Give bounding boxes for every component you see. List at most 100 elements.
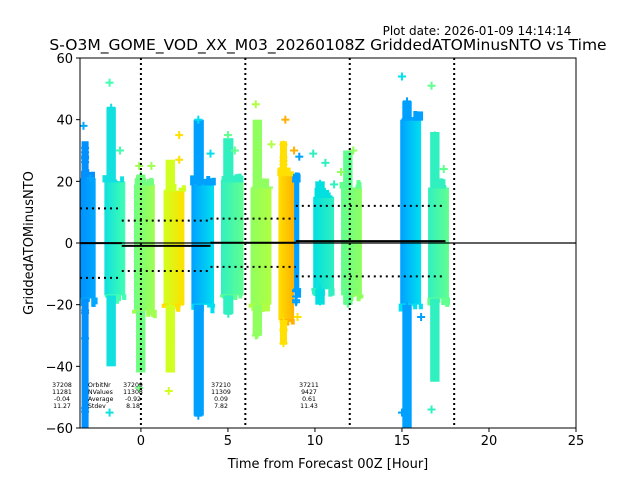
plus-marker: [430, 358, 439, 367]
data-point: [419, 111, 424, 121]
stats-value: -0.04: [54, 396, 70, 403]
data-column: [219, 131, 244, 318]
plus-marker: [230, 146, 239, 155]
y-tick-label: 60: [56, 52, 73, 67]
data-tail-lower: [81, 298, 89, 428]
plus-marker: [194, 401, 203, 410]
data-point: [404, 119, 409, 121]
plus-marker: [315, 179, 324, 188]
stats-value: 11309: [211, 389, 231, 396]
plus-marker: [107, 163, 116, 172]
data-point: [262, 303, 267, 305]
stats-value: -0.92: [125, 396, 141, 403]
stats-label: Average: [88, 396, 114, 403]
plus-marker: [253, 307, 262, 316]
data-point: [132, 309, 137, 314]
plus-marker: [315, 285, 324, 294]
data-point: [180, 303, 185, 306]
data-core: [163, 190, 185, 305]
data-point: [120, 176, 125, 183]
y-axis-ticks: 60 40 20 0 −20 −40 −60: [46, 52, 80, 437]
plus-marker: [309, 149, 318, 158]
plus-marker: [224, 175, 233, 184]
data-point: [265, 178, 270, 189]
plus-marker: [194, 314, 203, 323]
data-point: [175, 303, 180, 312]
data-core: [133, 184, 155, 311]
y-tick-label: −20: [46, 299, 73, 314]
y-tick-label: 20: [56, 175, 73, 190]
plus-marker: [166, 302, 175, 311]
data-point: [326, 192, 331, 198]
data-point: [210, 303, 215, 314]
plus-marker: [315, 297, 324, 306]
data-tail-upper: [430, 132, 440, 188]
stats-value: 37209: [123, 382, 143, 389]
plus-marker: [292, 298, 301, 307]
data-point: [236, 179, 241, 183]
stats-value: 11281: [52, 389, 72, 396]
data-point: [441, 297, 446, 306]
plus-marker: [81, 306, 90, 315]
plus-marker: [403, 302, 412, 311]
x-tick-label: 25: [568, 434, 585, 449]
data-point: [91, 297, 96, 307]
stats-value: 11.43: [300, 403, 318, 410]
data-point: [437, 186, 442, 189]
plus-marker: [293, 313, 302, 321]
y-tick-label: −60: [46, 422, 73, 437]
plus-marker: [194, 133, 203, 142]
data-point: [350, 294, 355, 298]
plus-marker: [105, 78, 114, 87]
data-column: [102, 78, 127, 417]
plus-marker: [166, 309, 175, 318]
data-point: [248, 303, 253, 308]
plus-marker: [224, 167, 233, 176]
data-core: [220, 181, 244, 296]
data-point: [239, 175, 244, 183]
plus-marker: [279, 140, 288, 149]
plus-marker: [107, 117, 116, 126]
y-axis-label: GriddedATOMinusNTO: [22, 171, 37, 315]
data-column: [277, 115, 302, 348]
data-column: [161, 131, 187, 395]
data-point: [161, 303, 166, 308]
plus-marker: [427, 405, 436, 414]
plus-marker: [342, 288, 351, 297]
stats-value: 0.61: [302, 396, 316, 403]
x-tick-label: 0: [137, 434, 145, 449]
data-tail-lower: [193, 304, 204, 416]
plus-marker: [80, 121, 88, 130]
plus-marker: [81, 334, 90, 343]
plus-marker: [251, 100, 260, 109]
plus-marker: [147, 161, 156, 170]
plus-marker: [321, 158, 330, 167]
plus-marker: [107, 340, 116, 349]
data-point: [206, 175, 211, 186]
plus-marker: [166, 165, 175, 174]
data-column: [427, 81, 451, 414]
plus-marker: [330, 180, 339, 189]
plus-marker: [166, 325, 175, 334]
data-point: [148, 309, 153, 314]
data-point: [356, 294, 361, 302]
data-point: [288, 173, 293, 177]
data-core: [250, 187, 272, 305]
plus-marker: [223, 131, 232, 140]
data-column: [132, 161, 157, 392]
data-point: [178, 187, 183, 192]
data-core: [278, 175, 295, 321]
data-point: [190, 175, 195, 186]
plus-marker: [337, 168, 346, 177]
plus-marker: [403, 397, 412, 406]
data-point: [278, 175, 283, 177]
plot-date: Plot date: 2026-01-09 14:14:14: [383, 24, 572, 38]
plus-marker: [279, 326, 288, 335]
data-point: [297, 288, 302, 298]
plus-marker: [86, 174, 95, 183]
plus-marker: [194, 165, 203, 174]
data-column: [292, 152, 304, 307]
plus-marker: [253, 157, 262, 166]
x-axis-label: Time from Forecast 00Z [Hour]: [227, 457, 429, 472]
